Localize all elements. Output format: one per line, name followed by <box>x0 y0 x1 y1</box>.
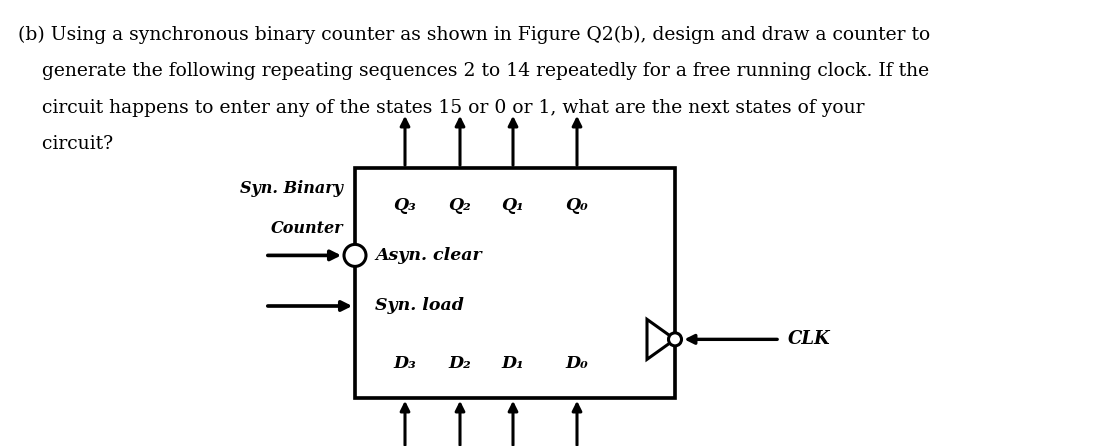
Text: circuit?: circuit? <box>18 136 114 153</box>
Text: D₀: D₀ <box>566 355 588 372</box>
Text: generate the following repeating sequences 2 to 14 repeatedly for a free running: generate the following repeating sequenc… <box>18 62 929 80</box>
Text: Syn. Binary: Syn. Binary <box>240 180 343 197</box>
Text: Q₀: Q₀ <box>566 198 588 215</box>
Polygon shape <box>647 319 675 359</box>
Circle shape <box>344 244 366 266</box>
Text: Syn. load: Syn. load <box>375 297 464 314</box>
Text: CLK: CLK <box>788 330 831 348</box>
Text: Q₂: Q₂ <box>449 198 471 215</box>
Circle shape <box>668 333 682 346</box>
Text: circuit happens to enter any of the states 15 or 0 or 1, what are the next state: circuit happens to enter any of the stat… <box>18 99 865 117</box>
Bar <box>355 168 675 398</box>
Text: D₂: D₂ <box>449 355 471 372</box>
Text: Q₃: Q₃ <box>394 198 416 215</box>
Text: Asyn. clear: Asyn. clear <box>375 247 482 264</box>
Text: Q₁: Q₁ <box>502 198 524 215</box>
Text: (b) Using a synchronous binary counter as shown in Figure Q2(b), design and draw: (b) Using a synchronous binary counter a… <box>18 26 930 44</box>
Text: D₁: D₁ <box>502 355 524 372</box>
Text: D₃: D₃ <box>394 355 416 372</box>
Text: Counter: Counter <box>270 220 343 237</box>
